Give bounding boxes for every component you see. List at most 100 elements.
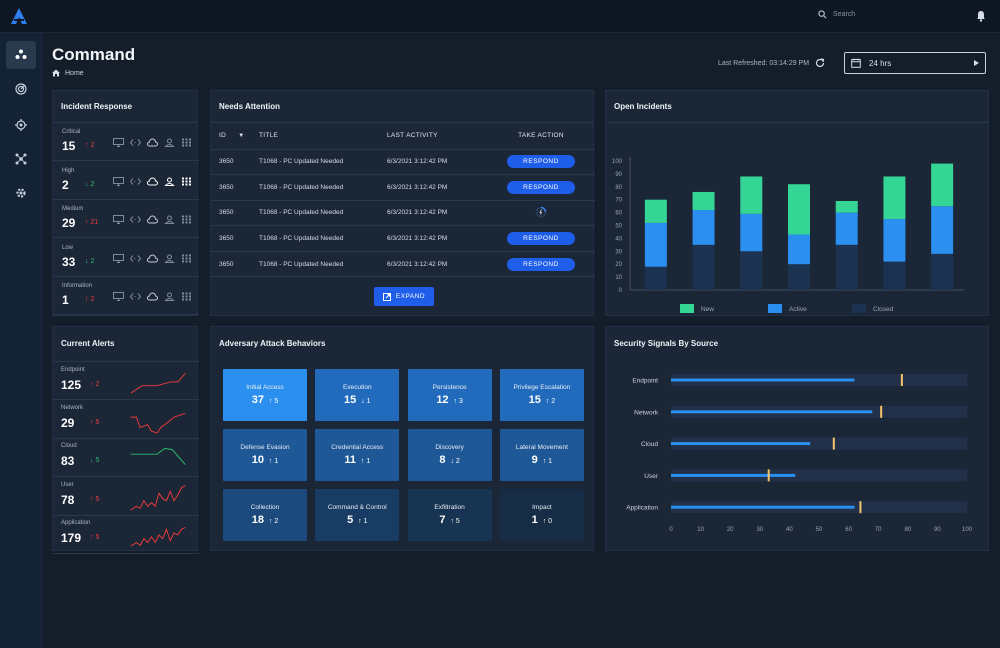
user-icon[interactable]	[164, 138, 175, 147]
code-icon[interactable]	[130, 138, 141, 147]
incident-row[interactable]: Medium 29 ↑ 21	[53, 200, 199, 239]
attack-behavior-tile[interactable]: Command & Control 5 ↑ 1	[315, 489, 400, 541]
user-icon[interactable]	[164, 215, 175, 225]
signal-bar[interactable]	[671, 410, 873, 414]
attack-behavior-tile[interactable]: Privilege Escalation 15 ↑ 2	[499, 369, 584, 421]
code-icon[interactable]	[130, 254, 141, 263]
bar-new[interactable]	[692, 191, 715, 211]
bar-active[interactable]	[931, 206, 954, 254]
breadcrumb[interactable]: Home	[52, 69, 84, 77]
bar-new[interactable]	[835, 200, 858, 213]
bar-closed[interactable]	[644, 266, 667, 290]
attack-behavior-tile[interactable]: Execution 15 ↓ 1	[315, 369, 400, 421]
bar-new[interactable]	[931, 163, 954, 207]
respond-button[interactable]: RESPOND	[507, 155, 575, 169]
alert-row[interactable]: Network 29 ↑ 5	[53, 400, 199, 439]
attack-behavior-tile[interactable]: Lateral Movement 9 ↑ 1	[499, 429, 584, 481]
table-row[interactable]: 3650 T1068 - PC Updated Needed 6/3/2021 3:…	[211, 149, 595, 176]
bar-active[interactable]	[788, 234, 810, 265]
attack-behavior-tile[interactable]: Persistence 12 ↑ 3	[407, 369, 492, 421]
monitor-icon[interactable]	[113, 138, 124, 147]
sidebar-item-signals[interactable]	[6, 75, 36, 103]
user-icon[interactable]	[164, 292, 175, 302]
bar-active[interactable]	[835, 212, 858, 245]
respond-button[interactable]: RESPOND	[507, 232, 575, 246]
alert-row[interactable]: User 78 ↑ 5	[53, 477, 199, 516]
table-row[interactable]: 3650 T1068 - PC Updated Needed 6/3/2021 3:…	[211, 251, 595, 278]
respond-button[interactable]: RESPOND	[507, 180, 575, 194]
alert-row[interactable]: Application 179 ↑ 5	[53, 515, 199, 555]
grid-icon[interactable]	[181, 254, 192, 263]
alert-row[interactable]: Endpoint 125 ↑ 2	[53, 361, 199, 400]
attack-behavior-tile[interactable]: Initial Access 37 ↑ 5	[223, 369, 307, 421]
notifications-bell-icon[interactable]	[975, 10, 987, 22]
cloud-icon[interactable]	[147, 138, 158, 147]
time-range-select[interactable]: 24 hrs	[844, 52, 986, 74]
signal-bar[interactable]	[671, 442, 811, 446]
bar-new[interactable]	[883, 176, 906, 220]
grid-icon[interactable]	[181, 292, 192, 301]
bar-closed[interactable]	[692, 244, 715, 290]
bar-closed[interactable]	[740, 251, 763, 290]
grid-icon[interactable]	[181, 177, 192, 186]
incident-row[interactable]: Low 33 ↓ 2	[53, 239, 199, 277]
grid-icon[interactable]	[181, 138, 192, 147]
col-last-activity[interactable]: LAST ACTIVITY	[387, 123, 487, 150]
attack-behavior-tile[interactable]: Collection 18 ↑ 2	[223, 489, 307, 541]
code-icon[interactable]	[130, 177, 141, 186]
bar-active[interactable]	[644, 222, 667, 267]
monitor-icon[interactable]	[113, 215, 124, 225]
sort-down-icon[interactable]: ▼	[238, 133, 245, 140]
user-icon[interactable]	[164, 254, 175, 263]
incident-row[interactable]: Information 1 ↑ 2	[53, 277, 199, 316]
cloud-icon[interactable]	[147, 177, 158, 186]
attack-behavior-tile[interactable]: Impact 1 ↑ 0	[499, 489, 584, 541]
col-title[interactable]: TITLE	[259, 123, 387, 150]
respond-button[interactable]: RESPOND	[507, 257, 575, 271]
bar-closed[interactable]	[835, 244, 858, 290]
app-logo[interactable]	[10, 7, 28, 25]
code-icon[interactable]	[130, 215, 141, 224]
incident-row[interactable]: Critical 15 ↑ 2	[53, 123, 199, 161]
col-id[interactable]: ID ▼	[211, 123, 259, 150]
code-icon[interactable]	[130, 292, 141, 301]
bar-new[interactable]	[644, 199, 667, 223]
bar-active[interactable]	[883, 219, 906, 262]
bar-new[interactable]	[740, 176, 763, 214]
alert-row[interactable]: Cloud 83 ↓ 5	[53, 438, 199, 478]
search-box[interactable]: Search	[818, 10, 855, 19]
bar-active[interactable]	[740, 213, 763, 252]
refresh-icon[interactable]	[815, 58, 825, 68]
user-icon[interactable]	[164, 177, 175, 186]
sidebar-item-settings[interactable]	[6, 179, 36, 207]
sidebar-item-command[interactable]	[6, 41, 36, 69]
grid-icon[interactable]	[181, 215, 192, 224]
expand-button[interactable]: EXPAND	[374, 287, 434, 306]
table-row[interactable]: 3650 T1068 - PC Updated Needed 6/3/2021 3:…	[211, 200, 595, 227]
col-take-action[interactable]: TAKE ACTION	[487, 123, 595, 150]
bar-active[interactable]	[692, 210, 715, 245]
attack-behavior-tile[interactable]: Exfiltration 7 ↑ 5	[407, 489, 492, 541]
monitor-icon[interactable]	[113, 176, 124, 186]
signal-bar[interactable]	[671, 505, 855, 509]
signal-bar[interactable]	[671, 378, 855, 382]
cloud-icon[interactable]	[147, 254, 158, 263]
table-row[interactable]: 3650 T1068 - PC Updated Needed 6/3/2021 3:…	[211, 174, 595, 201]
bar-closed[interactable]	[883, 261, 906, 290]
sidebar-item-network[interactable]	[6, 145, 36, 173]
search-placeholder[interactable]: Search	[833, 11, 856, 18]
cloud-icon[interactable]	[147, 292, 158, 301]
bar-closed[interactable]	[931, 253, 954, 290]
monitor-icon[interactable]	[113, 253, 124, 263]
incident-row[interactable]: High 2 ↓ 2	[53, 162, 199, 200]
monitor-icon[interactable]	[113, 292, 124, 302]
cloud-icon[interactable]	[147, 215, 158, 224]
table-row[interactable]: 3650 T1068 - PC Updated Needed 6/3/2021 3:…	[211, 225, 595, 252]
signal-bar[interactable]	[671, 473, 796, 477]
attack-behavior-tile[interactable]: Defense Evasion 10 ↑ 1	[223, 429, 307, 481]
attack-behavior-tile[interactable]: Discovery 8 ↓ 2	[407, 429, 492, 481]
breadcrumb-home[interactable]: Home	[65, 69, 84, 77]
attack-behavior-tile[interactable]: Credential Access 11 ↑ 1	[315, 429, 400, 481]
sidebar-item-targets[interactable]	[6, 111, 36, 139]
bar-closed[interactable]	[788, 264, 810, 290]
